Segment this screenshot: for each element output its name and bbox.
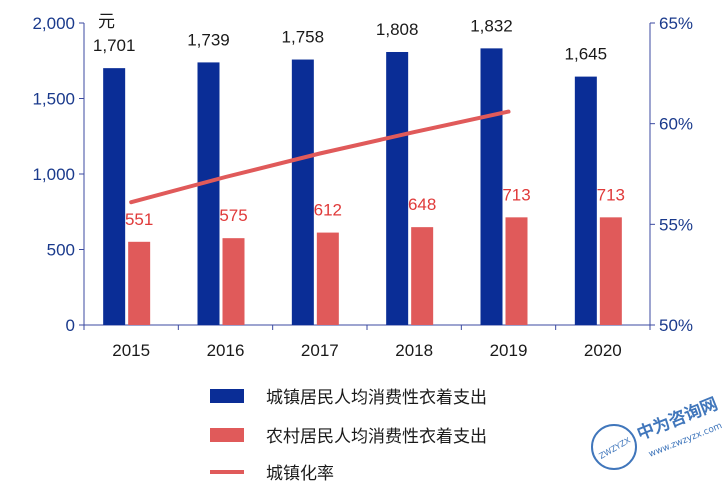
y-tick-label: 500 (47, 241, 75, 260)
bars (103, 48, 622, 326)
y-tick-label: 0 (66, 316, 75, 335)
data-label-rural: 713 (502, 185, 530, 204)
bar-rural (222, 238, 245, 325)
watermark-logo: ZWZYZX 中为咨询网 www.zwzyzx.com (591, 393, 724, 470)
legend-label-urbanization: 城镇化率 (266, 464, 334, 484)
y2-tick-label: 55% (659, 215, 693, 234)
data-label-rural: 713 (597, 185, 625, 204)
watermark-text: 中为咨询网 (634, 393, 721, 444)
y-tick-label: 1,000 (32, 165, 75, 184)
legend-label-urban: 城镇居民人均消费性衣着支出 (266, 388, 487, 408)
x-tick-label: 2020 (584, 341, 622, 360)
y-tick-label: 2,000 (32, 14, 75, 33)
legend-label-rural: 农村居民人均消费性衣着支出 (266, 427, 487, 447)
legend-swatch-rural (210, 428, 244, 442)
data-label-urban: 1,645 (565, 45, 608, 64)
bar-rural (411, 227, 434, 325)
data-label-urban: 1,739 (187, 30, 230, 49)
x-tick-label: 2018 (395, 341, 433, 360)
line-urbanization-rate (129, 109, 511, 205)
bar-rural (128, 241, 151, 325)
bar-urban (480, 48, 503, 325)
data-label-urban: 1,808 (376, 20, 419, 39)
x-tick-label: 2015 (112, 341, 150, 360)
axes: 0 500 1,000 1,500 2,000 50% 55% 60% 65% 2015 2016 2… (32, 14, 693, 360)
x-tick-label: 2019 (490, 341, 528, 360)
bar-urban (103, 68, 126, 326)
bar-urban (197, 62, 220, 325)
data-label-rural: 612 (314, 201, 342, 220)
bar-rural (316, 232, 339, 325)
bar-rural (599, 217, 622, 325)
bar-urban (574, 76, 597, 325)
data-label-urban: 1,758 (282, 28, 325, 47)
y2-tick-label: 60% (659, 115, 693, 134)
x-tick-label: 2016 (207, 341, 245, 360)
bar-rural (505, 217, 528, 325)
bar-urban (386, 51, 409, 325)
y-axis-unit: 元 (98, 12, 115, 32)
bar-urban (291, 59, 314, 326)
y-tick-label: 1,500 (32, 90, 75, 109)
legend-swatch-urban (210, 389, 244, 403)
watermark-badge-text: ZWZYZX (597, 435, 632, 460)
data-label-rural: 648 (408, 195, 436, 214)
y2-tick-label: 65% (659, 14, 693, 33)
x-tick-label: 2017 (301, 341, 339, 360)
line-series (129, 109, 511, 205)
data-label-urban: 1,832 (470, 16, 513, 35)
watermark-badge (591, 424, 637, 470)
data-label-rural: 575 (219, 206, 247, 225)
data-label-rural: 551 (125, 210, 153, 229)
data-labels: 1,701 551 1,739 575 1,758 612 1,808 648 1,832 713… (93, 16, 625, 228)
legend: 城镇居民人均消费性衣着支出 农村居民人均消费性衣着支出 城镇化率 (210, 388, 487, 484)
y2-tick-label: 50% (659, 316, 693, 335)
data-label-urban: 1,701 (93, 36, 136, 55)
